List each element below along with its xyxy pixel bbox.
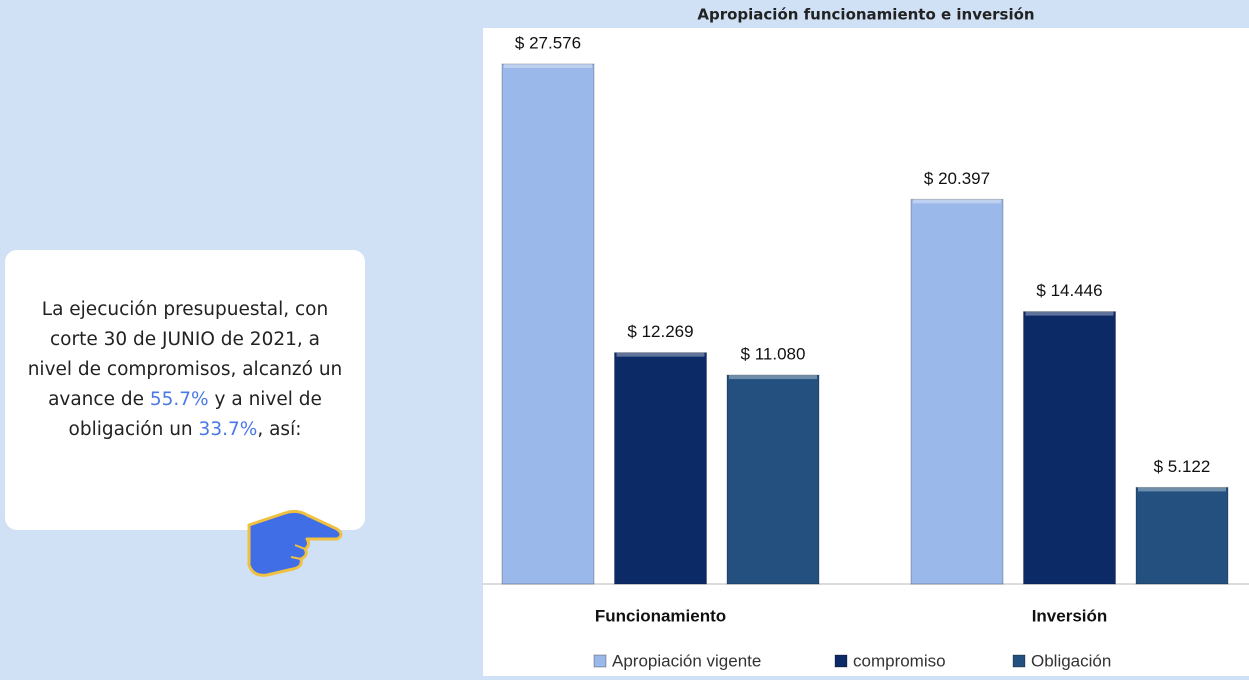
plot-background (483, 28, 1249, 676)
callout-box: La ejecución presupuestal, con corte 30 … (5, 250, 365, 530)
text: y a nivel de obligación un (68, 389, 322, 440)
legend-swatch (1012, 654, 1026, 668)
text: , así: (257, 419, 302, 440)
bar-highlight (1138, 487, 1226, 492)
bar (1135, 486, 1229, 585)
bar (614, 352, 707, 585)
bar-highlight (1025, 311, 1114, 316)
legend-label: Obligación (1031, 651, 1111, 670)
value-label: $ 12.269 (627, 322, 693, 341)
legend-label: Apropiación vigente (612, 651, 761, 670)
text: La ejecución presupuestal, con corte 30 … (27, 299, 343, 410)
bar-highlight (504, 64, 592, 68)
bar (501, 63, 595, 585)
value-label: $ 14.446 (1036, 281, 1102, 300)
highlight: 55.7% (149, 389, 209, 410)
bar-highlight (729, 375, 817, 380)
bar (1023, 311, 1116, 585)
category-label: Funcionamiento (595, 606, 726, 625)
legend-swatch (834, 654, 848, 668)
highlight: 33.7% (198, 419, 258, 440)
bar (910, 198, 1004, 585)
bar (726, 374, 820, 585)
category-label: Inversión (1032, 606, 1108, 625)
value-label: $ 5.122 (1154, 457, 1211, 476)
value-label: $ 11.080 (741, 345, 806, 364)
bar-highlight (913, 199, 1001, 204)
value-label: $ 20.397 (924, 169, 990, 188)
legend-swatch (593, 654, 607, 668)
legend-label: compromiso (853, 651, 946, 670)
callout-text: La ejecución presupuestal, con corte 30 … (25, 295, 345, 445)
value-label: $ 27.576 (515, 33, 581, 52)
bar-highlight (616, 352, 705, 357)
chart-title: Apropiación funcionamiento e inversión (697, 6, 1034, 24)
